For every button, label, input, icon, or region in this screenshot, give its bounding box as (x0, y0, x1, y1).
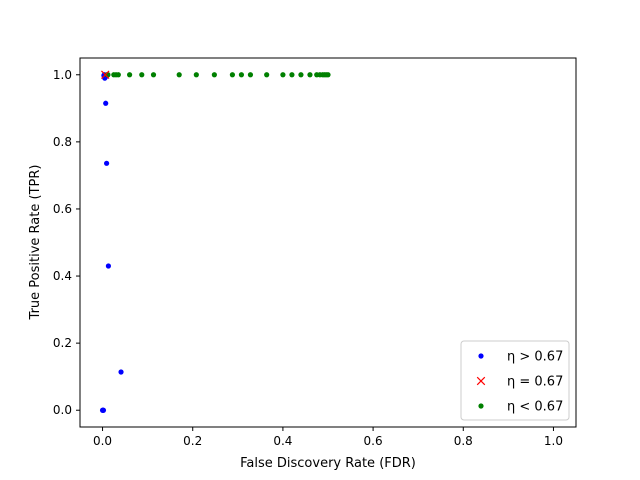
data-point-series-2 (176, 72, 182, 78)
data-point-series-0 (105, 263, 112, 269)
x-tick-label: 0.4 (273, 434, 292, 448)
y-tick-label: 1.0 (53, 68, 72, 82)
data-point-series-2 (150, 72, 157, 78)
plot-frame (79, 57, 577, 428)
data-point-series-2 (193, 72, 199, 78)
data-marks (99, 70, 331, 413)
legend-marker-2 (478, 403, 484, 409)
data-point-series-2 (325, 72, 331, 78)
data-point-series-2 (289, 72, 295, 78)
data-point-series-2 (238, 72, 245, 78)
legend: η > 0.67 η = 0.67 η < 0.67 (460, 340, 570, 421)
x-tick-label: 0.0 (93, 434, 112, 448)
legend-label-0: η > 0.67 (507, 350, 563, 365)
data-point-series-2 (247, 72, 254, 78)
data-point-series-0 (104, 160, 110, 166)
data-point-series-2 (264, 72, 270, 78)
data-point-series-0 (100, 407, 107, 413)
axis-ticks: 0.0 0.2 0.4 0.6 0.8 1.0 0.0 0.2 0.4 0.6 0.8 1.0 (53, 68, 563, 448)
data-point-series-2 (105, 72, 111, 78)
legend-marker-0 (478, 353, 484, 359)
legend-label-2: η < 0.67 (507, 400, 563, 415)
data-point-series-0 (103, 100, 109, 106)
data-point-series-2 (229, 72, 236, 78)
y-tick-label: 0.0 (53, 403, 72, 417)
y-tick-label: 0.6 (53, 202, 72, 216)
data-point-series-2 (298, 72, 304, 78)
y-tick-label: 0.8 (53, 135, 72, 149)
y-tick-label: 0.4 (53, 269, 72, 283)
x-tick-label: 0.8 (454, 434, 473, 448)
data-point-series-2 (211, 72, 217, 78)
data-point-series-2 (139, 72, 145, 78)
y-axis-label: True Positive Rate (TPR) (28, 165, 43, 321)
data-point-series-2 (280, 72, 286, 78)
data-point-series-0 (118, 369, 124, 375)
x-tick-label: 1.0 (544, 434, 563, 448)
data-point-series-2 (115, 72, 121, 78)
x-axis-label: False Discovery Rate (FDR) (240, 456, 416, 471)
data-point-series-2 (127, 72, 133, 78)
data-point-series-1 (101, 70, 110, 79)
legend-frame (460, 340, 570, 421)
x-tick-label: 0.2 (183, 434, 202, 448)
legend-marker-1 (476, 376, 486, 386)
y-tick-label: 0.2 (53, 336, 72, 350)
x-tick-label: 0.6 (364, 434, 383, 448)
legend-label-1: η = 0.67 (507, 375, 563, 390)
data-point-series-2 (307, 72, 313, 78)
